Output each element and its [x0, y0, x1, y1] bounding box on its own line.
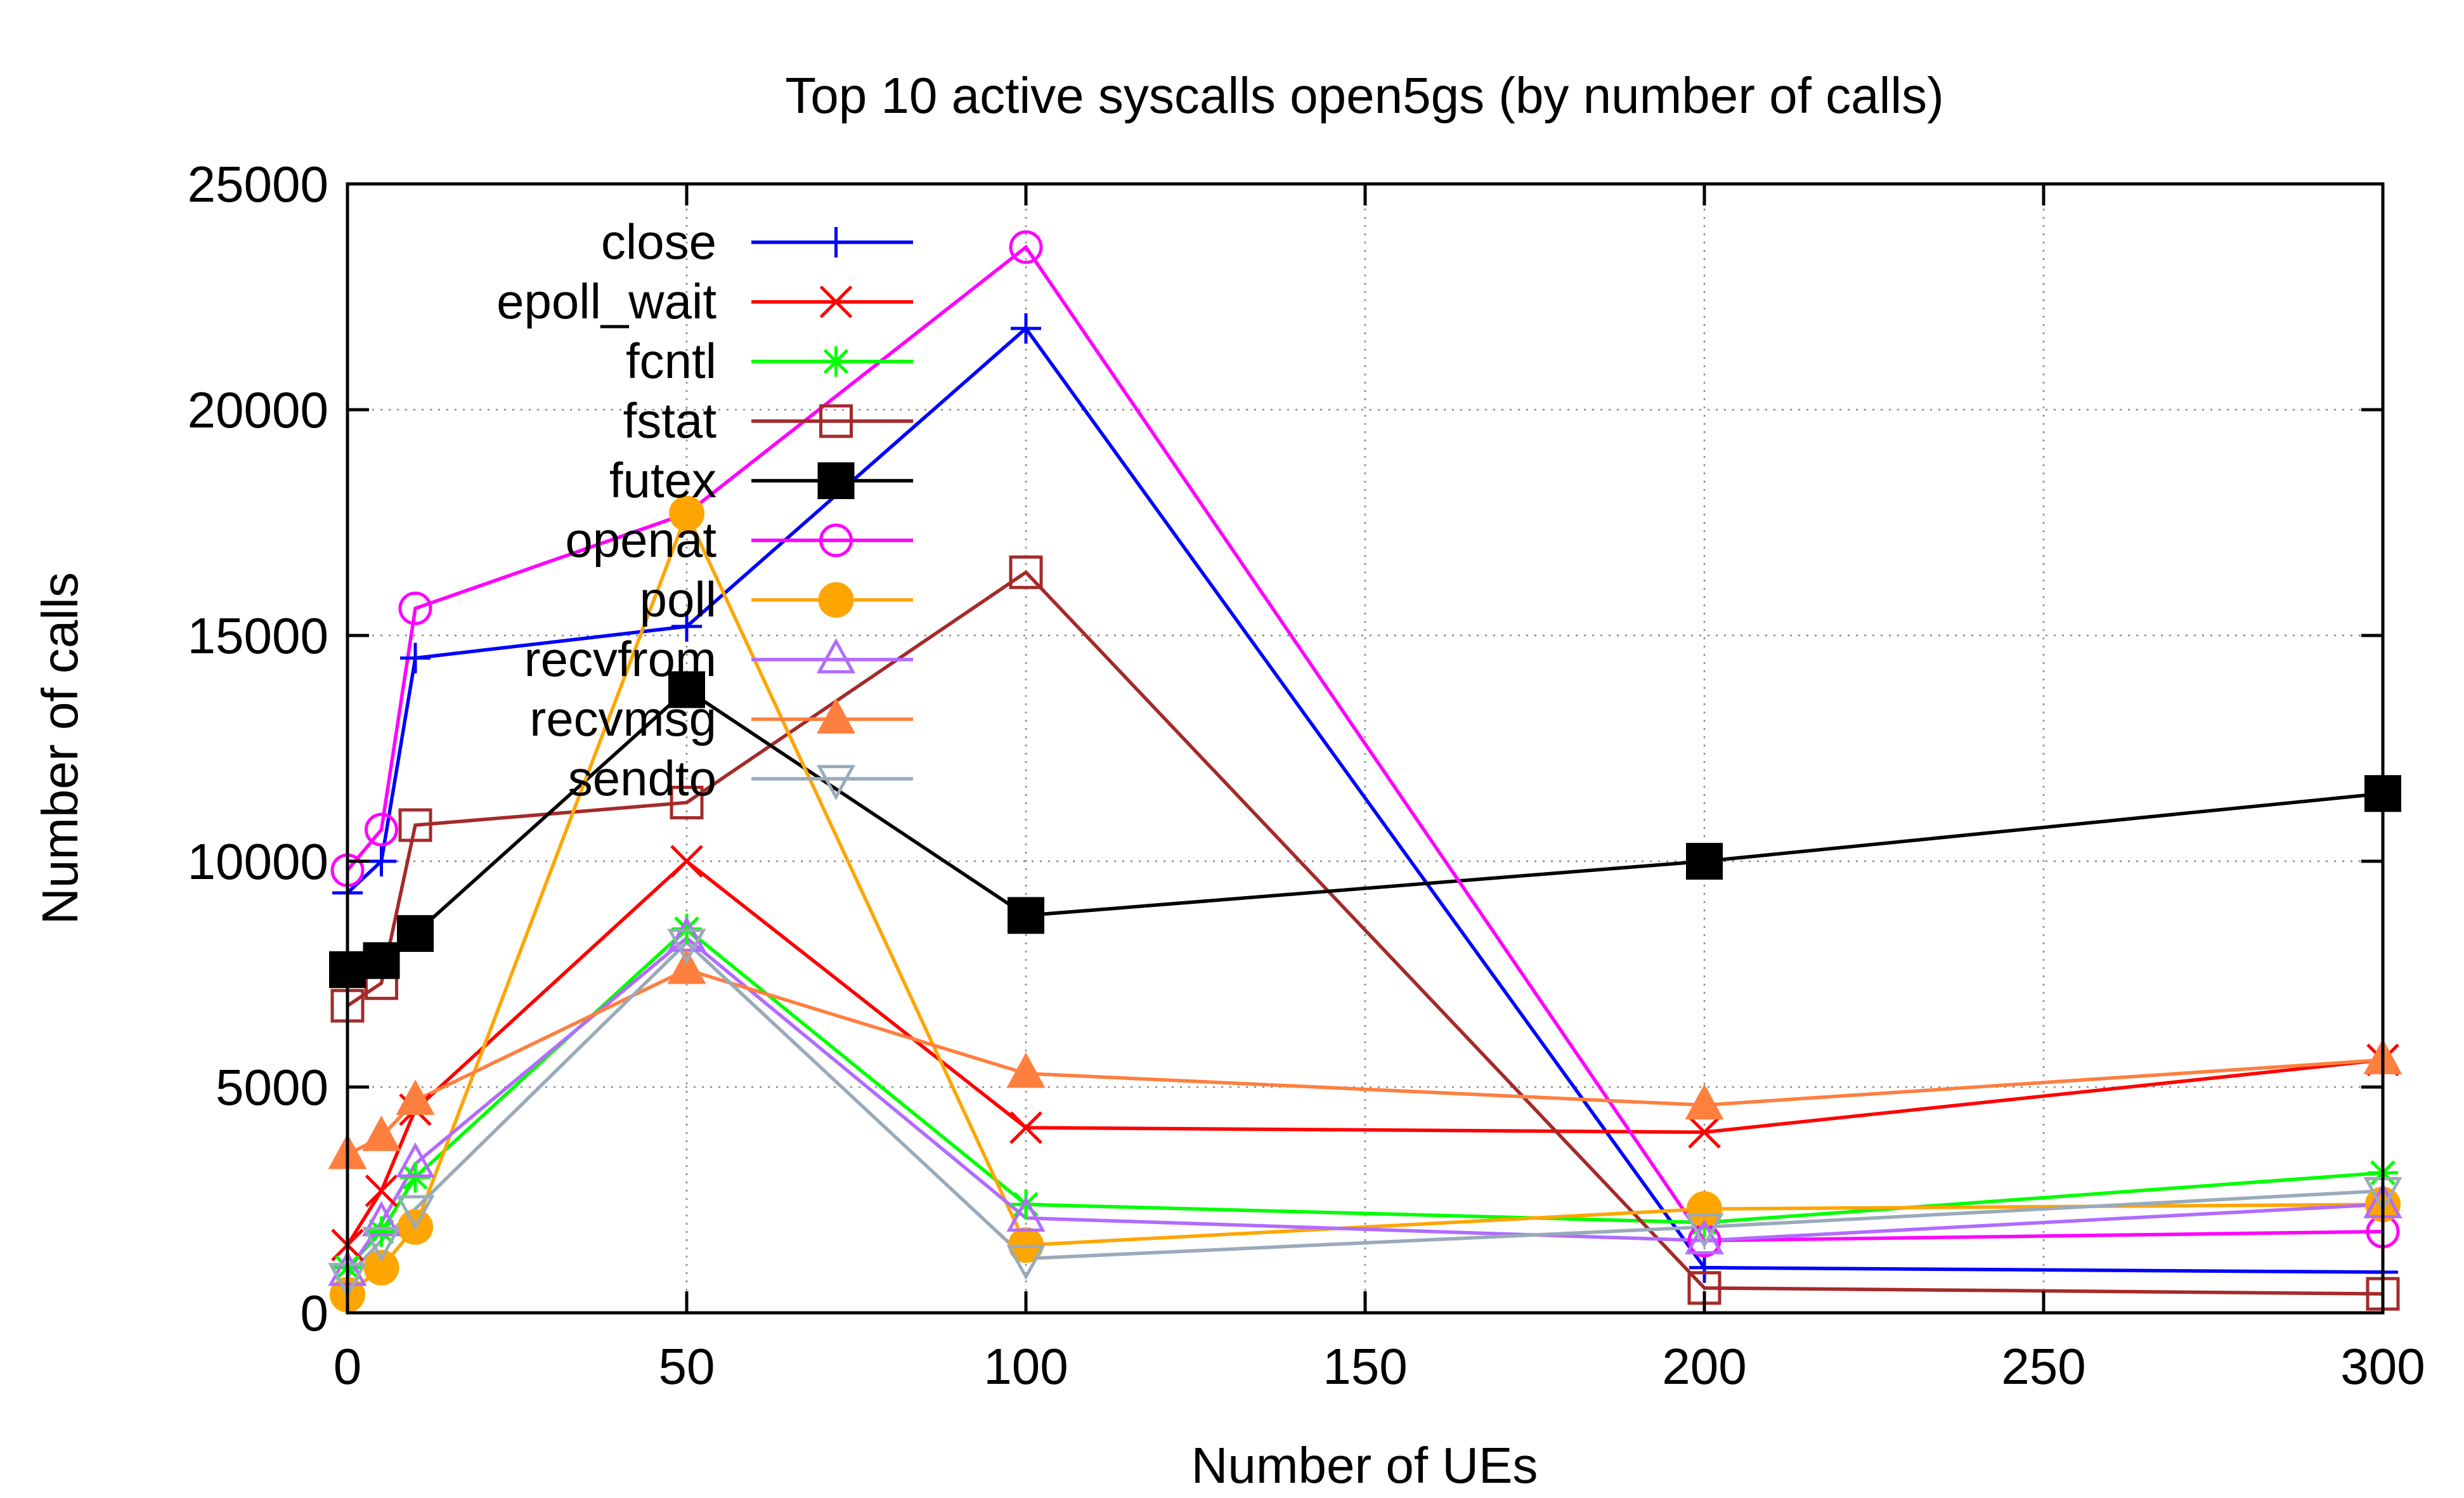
data-point-close — [400, 642, 431, 674]
data-point-close — [1689, 1252, 1720, 1283]
legend-label-recvmsg: recvmsg — [529, 691, 717, 746]
x-tick-label: 100 — [983, 1338, 1068, 1395]
data-point-futex — [397, 915, 434, 952]
data-point-fstat — [670, 785, 704, 819]
legend-label-recvfrom: recvfrom — [524, 631, 717, 687]
data-point-close-legend — [820, 227, 852, 257]
x-tick-label: 200 — [1662, 1338, 1746, 1395]
series-line-fstat — [346, 570, 2383, 1296]
data-point-recvmsg — [667, 948, 706, 984]
data-point-poll-legend — [818, 582, 854, 618]
legend-label-fcntl: fcntl — [626, 333, 717, 389]
data-point-epoll_wait — [1009, 1111, 1042, 1144]
legend-label-sendto: sendto — [568, 750, 717, 806]
data-point-recvfrom-legend — [816, 638, 856, 674]
x-tick-label: 0 — [334, 1338, 362, 1395]
data-point-close — [366, 846, 397, 876]
legend-label-fstat: fstat — [623, 393, 717, 448]
legend-label-openat: openat — [565, 512, 717, 568]
x-tick-label: 250 — [2001, 1338, 2085, 1395]
x-axis-label: Number of UEs — [1191, 1437, 1538, 1494]
data-point-epoll_wait — [1688, 1116, 1721, 1149]
data-point-recvmsg — [396, 1079, 435, 1115]
series-line-fcntl — [346, 927, 2383, 1269]
chart-title: Top 10 active syscalls open5gs (by numbe… — [785, 67, 1944, 124]
data-point-futex — [668, 671, 705, 708]
data-point-poll — [1687, 1191, 1722, 1227]
data-point-futex — [1008, 897, 1044, 934]
data-point-futex-legend — [817, 462, 855, 499]
y-tick-label: 10000 — [188, 833, 328, 890]
legend-label-epoll_wait: epoll_wait — [496, 273, 717, 329]
data-point-close — [1011, 313, 1041, 344]
y-axis-label: Number of calls — [32, 572, 88, 925]
y-tick-label: 0 — [301, 1285, 329, 1341]
data-point-openat — [398, 591, 432, 625]
data-point-openat — [1009, 230, 1043, 264]
data-point-epoll_wait-legend — [819, 285, 853, 318]
series-layer — [328, 230, 2402, 1313]
data-point-recvfrom — [1006, 1196, 1046, 1232]
legend-label-futex: futex — [609, 452, 717, 508]
data-point-sendto — [1006, 1244, 1046, 1280]
data-point-epoll_wait — [365, 1174, 398, 1208]
data-point-fcntl-legend — [820, 346, 852, 377]
data-point-fcntl — [1011, 1189, 1041, 1220]
data-point-futex — [1686, 843, 1723, 880]
data-point-recvmsg — [362, 1116, 401, 1151]
x-tick-label: 300 — [2340, 1338, 2425, 1395]
y-tick-label: 20000 — [188, 382, 328, 438]
data-point-recvfrom — [396, 1142, 435, 1178]
legend-label-poll: poll — [640, 571, 717, 627]
y-tick-label: 25000 — [188, 156, 328, 212]
data-point-close — [671, 611, 702, 642]
data-point-recvmsg — [1006, 1052, 1046, 1088]
tick-layer: 0 50 100 150 200 250 300 0 5000 10000 15000 20000 25… — [188, 156, 2425, 1395]
legend: closeepoll_waitfcntlfstatfutexopenatpoll… — [496, 214, 913, 806]
y-tick-label: 5000 — [216, 1059, 328, 1116]
data-point-recvfrom — [361, 1201, 401, 1237]
series-line-recvfrom — [346, 935, 2383, 1273]
data-point-fcntl — [366, 1216, 397, 1247]
data-point-fstat — [1009, 555, 1043, 589]
legend-label-close: close — [601, 214, 717, 270]
data-point-recvmsg-legend — [817, 698, 855, 734]
data-point-futex — [363, 942, 400, 979]
data-point-epoll_wait — [670, 845, 703, 878]
data-point-fstat — [398, 808, 432, 842]
data-point-openat — [365, 812, 398, 847]
x-tick-label: 150 — [1323, 1338, 1407, 1395]
y-tick-label: 15000 — [188, 608, 328, 664]
data-point-sendto — [396, 1195, 435, 1231]
data-point-sendto-legend — [816, 765, 856, 800]
data-point-sendto — [667, 928, 706, 965]
x-tick-label: 50 — [659, 1338, 715, 1395]
data-point-recvmsg — [1685, 1084, 1724, 1120]
data-point-sendto — [1685, 1213, 1724, 1249]
data-point-openat-legend — [819, 523, 853, 557]
data-point-recvfrom — [1685, 1219, 1724, 1254]
data-point-poll — [669, 495, 704, 531]
data-point-sendto — [361, 1227, 401, 1263]
data-point-fstat-legend — [819, 404, 853, 438]
series-line-recvmsg — [346, 967, 2383, 1157]
